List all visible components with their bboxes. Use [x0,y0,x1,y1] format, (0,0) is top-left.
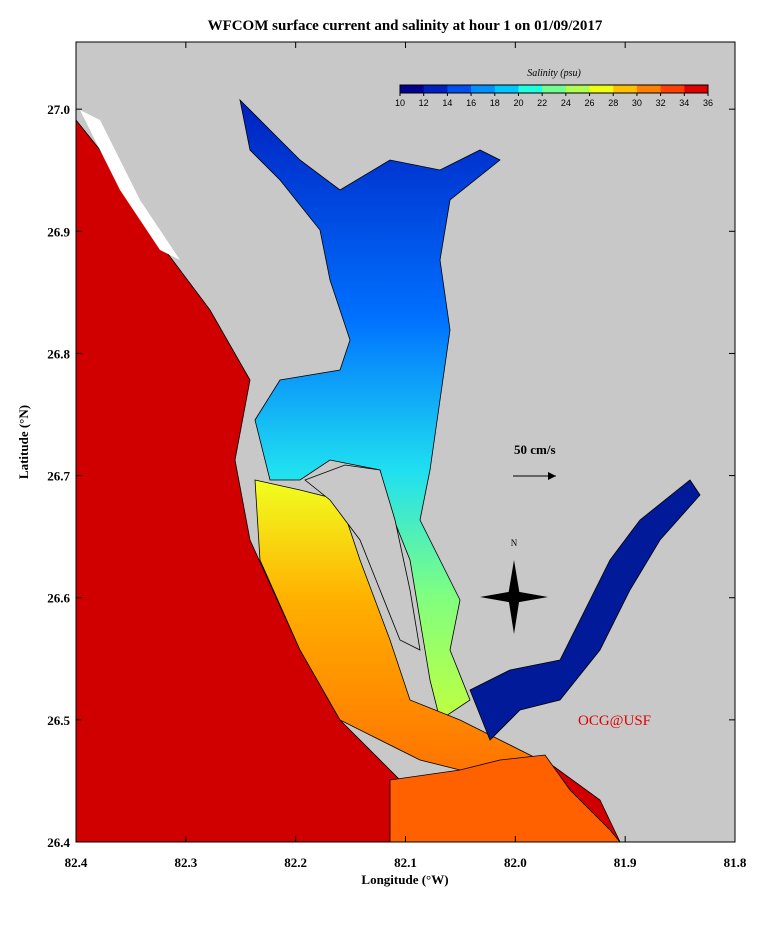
y-tick-label: 26.7 [47,469,70,484]
x-tick-label: 81.8 [724,855,747,870]
colorbar-tick-label: 34 [679,98,689,108]
colorbar-tick-label: 24 [561,98,571,108]
scale-label: 50 cm/s [514,442,556,457]
y-tick-label: 26.4 [47,835,70,850]
title: WFCOM surface current and salinity at ho… [208,18,603,34]
north-label: N [511,538,518,548]
colorbar-tick-label: 18 [490,98,500,108]
colorbar-tick-label: 10 [395,98,405,108]
colorbar-tick-label: 22 [537,98,547,108]
colorbar-tick-label: 14 [442,98,452,108]
colorbar-frame [399,84,709,94]
colorbar-swatch [494,85,519,93]
colorbar-swatch [589,85,614,93]
x-tick-label: 82.3 [174,855,197,870]
colorbar-swatch [660,85,685,93]
colorbar-swatch [613,85,638,93]
colorbar-swatch [542,85,567,93]
credit: OCG@USF [578,713,651,729]
colorbar-swatch [636,85,662,93]
y-axis-label: Latitude (°N) [16,405,31,479]
y-tick-label: 26.6 [47,591,70,606]
colorbar-tick-label: 36 [703,98,713,108]
colorbar-swatch [400,85,425,93]
colorbar-tick-label: 12 [419,98,429,108]
colorbar-swatch [684,85,709,93]
map-area [75,42,735,843]
colorbar-swatch [565,85,591,93]
y-tick-label: 27.0 [47,102,70,117]
y-tick-label: 26.5 [47,713,70,728]
colorbar-tick-label: 26 [585,98,595,108]
colorbar-tick-label: 20 [513,98,523,108]
caloosahatchee-river [469,479,701,741]
colorbar-tick-label: 32 [656,98,666,108]
colorbar-title: Salinity (psu) [527,68,581,79]
scale-arrow-head [548,472,556,480]
colorbar-tick-label: 16 [466,98,476,108]
charlotte-harbor [239,98,501,721]
y-tick-label: 26.8 [47,346,70,361]
colorbar-swatch [471,85,496,93]
x-tick-label: 82.0 [504,855,527,870]
barrier-sand [80,110,180,260]
x-axis-label: Longitude (°W) [361,872,448,887]
colorbar-tick-label: 30 [632,98,642,108]
y-tick-label: 26.9 [47,224,70,239]
x-tick-label: 82.1 [394,855,417,870]
north-arrow [480,560,548,634]
colorbar-tick-label: 28 [608,98,618,108]
colorbar-swatch [518,85,543,93]
island [304,464,421,651]
x-tick-label: 82.4 [65,855,88,870]
x-tick-label: 81.9 [614,855,637,870]
colorbar-swatch [423,85,448,93]
colorbar-swatch [447,85,472,93]
x-tick-label: 82.2 [284,855,307,870]
